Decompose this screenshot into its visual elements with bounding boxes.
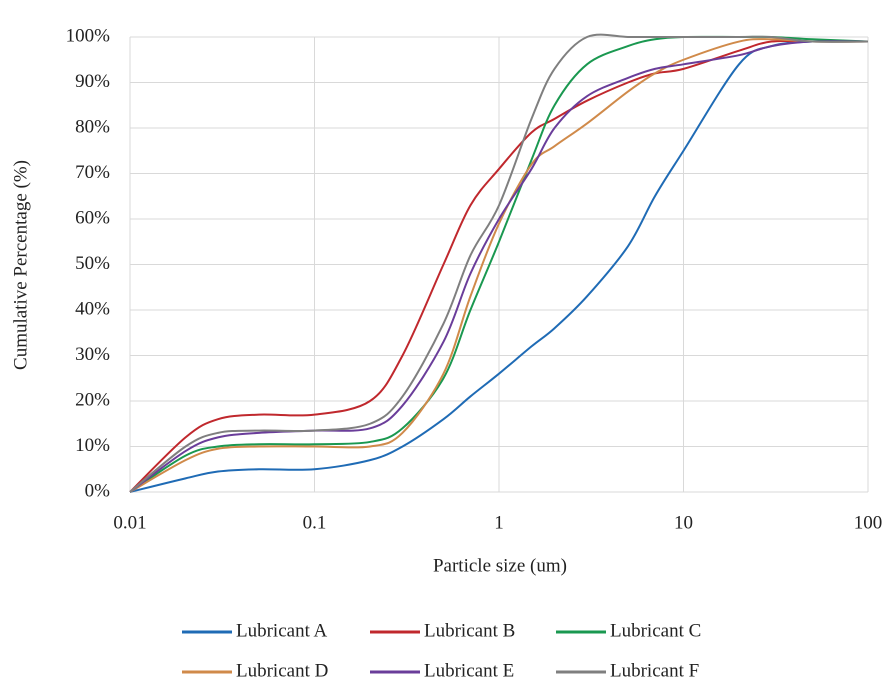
legend-label: Lubricant C <box>610 620 701 641</box>
y-tick-label: 40% <box>75 298 110 319</box>
legend-label: Lubricant D <box>236 660 328 681</box>
x-tick-label: 0.1 <box>303 512 327 533</box>
legend-label: Lubricant B <box>424 620 515 641</box>
y-tick-label: 60% <box>75 207 110 228</box>
legend-label: Lubricant F <box>610 660 699 681</box>
data-line <box>129 39 868 493</box>
legend-label: Lubricant A <box>236 620 328 641</box>
y-tick-label: 90% <box>75 71 110 92</box>
y-tick-label: 10% <box>75 435 110 456</box>
data-line <box>129 40 869 493</box>
data-line <box>129 40 869 493</box>
y-tick-label: 80% <box>75 116 110 137</box>
x-tick-label: 0.01 <box>113 512 146 533</box>
y-tick-label: 70% <box>75 162 110 183</box>
data-line <box>129 33 869 493</box>
y-axis-label: Cumulative Percentage (%) <box>10 160 31 370</box>
x-tick-label: 10 <box>674 512 693 533</box>
x-tick-label: 1 <box>494 512 504 533</box>
y-tick-label: 30% <box>75 344 110 365</box>
x-tick-label: 100 <box>854 512 883 533</box>
y-tick-label: 0% <box>85 480 111 501</box>
legend-label: Lubricant E <box>424 660 514 681</box>
x-axis-label: Particle size (um) <box>433 555 567 576</box>
y-tick-label: 50% <box>75 253 110 274</box>
y-tick-label: 100% <box>66 25 111 46</box>
y-tick-label: 20% <box>75 389 110 410</box>
